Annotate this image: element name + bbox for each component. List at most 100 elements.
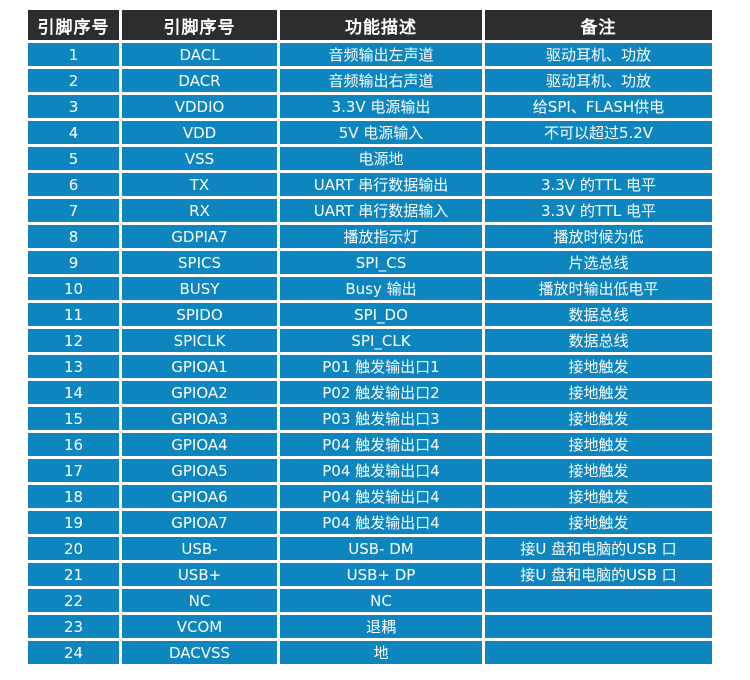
header-function: 功能描述 (280, 10, 482, 40)
cell-remark: 播放时候为低 (485, 225, 712, 248)
cell-pin-number: 19 (28, 511, 119, 534)
cell-pin-number: 16 (28, 433, 119, 456)
pin-description-table: 引脚序号 引脚序号 功能描述 备注 1 DACL 音频输出左声道 驱动耳机、功放 2 DA… (25, 7, 715, 667)
cell-function: SPI_CLK (280, 329, 482, 352)
table-row: 24 DACVSS 地 (28, 641, 712, 664)
table-row: 22 NC NC (28, 589, 712, 612)
cell-function: P04 触发输出口4 (280, 511, 482, 534)
cell-pin-number: 5 (28, 147, 119, 170)
cell-pin-name: SPICLK (122, 329, 277, 352)
table-row: 21 USB+ USB+ DP 接U 盘和电脑的USB 口 (28, 563, 712, 586)
cell-function: SPI_DO (280, 303, 482, 326)
cell-remark: 接地触发 (485, 355, 712, 378)
cell-pin-number: 4 (28, 121, 119, 144)
cell-pin-name: NC (122, 589, 277, 612)
cell-pin-name: GPIOA6 (122, 485, 277, 508)
cell-pin-number: 24 (28, 641, 119, 664)
cell-function: 音频输出右声道 (280, 69, 482, 92)
cell-remark: 接U 盘和电脑的USB 口 (485, 537, 712, 560)
cell-pin-name: USB+ (122, 563, 277, 586)
table-row: 15 GPIOA3 P03 触发输出口3 接地触发 (28, 407, 712, 430)
cell-pin-number: 17 (28, 459, 119, 482)
cell-pin-number: 1 (28, 43, 119, 66)
cell-pin-name: GPIOA1 (122, 355, 277, 378)
cell-pin-name: VCOM (122, 615, 277, 638)
cell-pin-number: 6 (28, 173, 119, 196)
cell-pin-number: 18 (28, 485, 119, 508)
cell-remark: 片选总线 (485, 251, 712, 274)
cell-pin-name: GPIOA3 (122, 407, 277, 430)
table-row: 12 SPICLK SPI_CLK 数据总线 (28, 329, 712, 352)
cell-function: USB- DM (280, 537, 482, 560)
table-row: 19 GPIOA7 P04 触发输出口4 接地触发 (28, 511, 712, 534)
cell-pin-name: USB- (122, 537, 277, 560)
cell-remark: 不可以超过5.2V (485, 121, 712, 144)
cell-remark (485, 147, 712, 170)
cell-remark: 数据总线 (485, 303, 712, 326)
cell-remark: 驱动耳机、功放 (485, 69, 712, 92)
cell-pin-number: 23 (28, 615, 119, 638)
header-pin-name: 引脚序号 (122, 10, 277, 40)
cell-function: P03 触发输出口3 (280, 407, 482, 430)
cell-remark (485, 641, 712, 664)
table-row: 7 RX UART 串行数据输入 3.3V 的TTL 电平 (28, 199, 712, 222)
cell-pin-number: 15 (28, 407, 119, 430)
table-row: 6 TX UART 串行数据输出 3.3V 的TTL 电平 (28, 173, 712, 196)
cell-pin-number: 22 (28, 589, 119, 612)
header-remark: 备注 (485, 10, 712, 40)
table-row: 17 GPIOA5 P04 触发输出口4 接地触发 (28, 459, 712, 482)
cell-remark: 给SPI、FLASH供电 (485, 95, 712, 118)
cell-function: P01 触发输出口1 (280, 355, 482, 378)
table-row: 1 DACL 音频输出左声道 驱动耳机、功放 (28, 43, 712, 66)
cell-pin-number: 14 (28, 381, 119, 404)
cell-pin-name: GPIOA7 (122, 511, 277, 534)
cell-function: NC (280, 589, 482, 612)
cell-remark: 接地触发 (485, 407, 712, 430)
table-row: 8 GDPIA7 播放指示灯 播放时候为低 (28, 225, 712, 248)
cell-pin-name: SPIDO (122, 303, 277, 326)
cell-remark: 接地触发 (485, 459, 712, 482)
table-row: 2 DACR 音频输出右声道 驱动耳机、功放 (28, 69, 712, 92)
cell-pin-number: 21 (28, 563, 119, 586)
cell-function: P04 触发输出口4 (280, 433, 482, 456)
cell-pin-name: RX (122, 199, 277, 222)
cell-function: 5V 电源输入 (280, 121, 482, 144)
table-row: 9 SPICS SPI_CS 片选总线 (28, 251, 712, 274)
cell-function: USB+ DP (280, 563, 482, 586)
table-row: 23 VCOM 退耦 (28, 615, 712, 638)
cell-remark: 3.3V 的TTL 电平 (485, 199, 712, 222)
cell-remark: 数据总线 (485, 329, 712, 352)
cell-pin-name: VSS (122, 147, 277, 170)
cell-remark: 接地触发 (485, 433, 712, 456)
cell-pin-name: GPIOA4 (122, 433, 277, 456)
cell-function: 电源地 (280, 147, 482, 170)
cell-pin-number: 8 (28, 225, 119, 248)
cell-pin-number: 12 (28, 329, 119, 352)
cell-pin-name: GPIOA5 (122, 459, 277, 482)
cell-function: UART 串行数据输入 (280, 199, 482, 222)
table-row: 18 GPIOA6 P04 触发输出口4 接地触发 (28, 485, 712, 508)
cell-function: 播放指示灯 (280, 225, 482, 248)
table-row: 11 SPIDO SPI_DO 数据总线 (28, 303, 712, 326)
cell-function: UART 串行数据输出 (280, 173, 482, 196)
table-row: 5 VSS 电源地 (28, 147, 712, 170)
cell-pin-number: 11 (28, 303, 119, 326)
table-body: 1 DACL 音频输出左声道 驱动耳机、功放 2 DACR 音频输出右声道 驱动耳机、功放 3 V… (28, 43, 712, 664)
cell-remark: 接地触发 (485, 511, 712, 534)
cell-function: Busy 输出 (280, 277, 482, 300)
cell-remark: 3.3V 的TTL 电平 (485, 173, 712, 196)
cell-function: SPI_CS (280, 251, 482, 274)
cell-function: 地 (280, 641, 482, 664)
cell-function: P02 触发输出口2 (280, 381, 482, 404)
cell-pin-number: 10 (28, 277, 119, 300)
table-row: 13 GPIOA1 P01 触发输出口1 接地触发 (28, 355, 712, 378)
cell-pin-number: 9 (28, 251, 119, 274)
cell-function: P04 触发输出口4 (280, 485, 482, 508)
table-row: 14 GPIOA2 P02 触发输出口2 接地触发 (28, 381, 712, 404)
cell-remark: 接地触发 (485, 381, 712, 404)
cell-pin-number: 3 (28, 95, 119, 118)
cell-remark: 接U 盘和电脑的USB 口 (485, 563, 712, 586)
table-row: 3 VDDIO 3.3V 电源输出 给SPI、FLASH供电 (28, 95, 712, 118)
cell-pin-name: VDD (122, 121, 277, 144)
